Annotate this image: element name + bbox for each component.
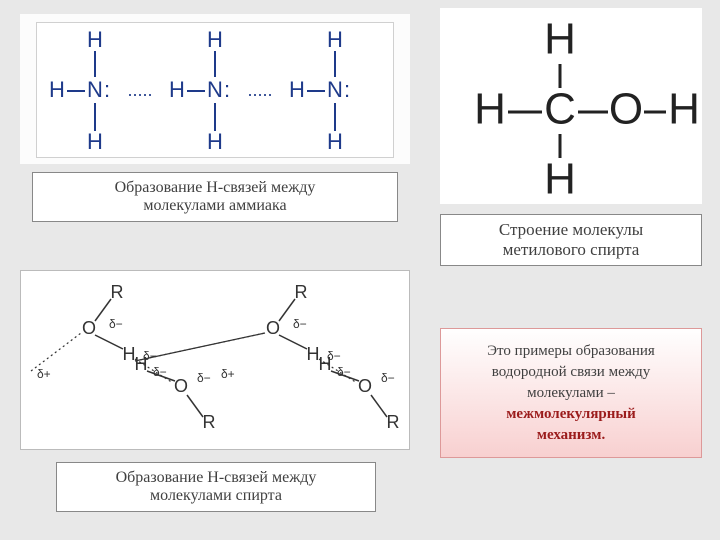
svg-text:δ−: δ− [293, 317, 307, 331]
alcohol-caption-line2: молекулами спирта [116, 487, 317, 505]
ammonia-caption: Образование Н-связей между молекулами ам… [32, 172, 398, 222]
methanol-caption-line1: Строение молекулы [499, 220, 643, 240]
svg-text:.....: ..... [247, 80, 272, 100]
svg-text:δ−: δ− [197, 371, 211, 385]
svg-text:N: N [87, 77, 103, 102]
svg-text::: : [104, 77, 110, 102]
svg-text:R: R [295, 282, 308, 302]
methanol-caption: Строение молекулы метилового спирта [440, 214, 702, 266]
svg-text:H: H [87, 129, 103, 154]
ammonia-inner: N:HHH.....N:HHH.....N:HHH [36, 22, 394, 158]
svg-text:H: H [207, 129, 223, 154]
alcohol-caption-line1: Образование Н-связей между [116, 469, 317, 487]
ammonia-panel: N:HHH.....N:HHH.....N:HHH [20, 14, 410, 164]
note-bold1: межмолекулярный [506, 406, 636, 422]
svg-text:δ−: δ− [337, 365, 351, 379]
svg-text:H: H [289, 77, 305, 102]
svg-text:H: H [474, 85, 506, 134]
note-line1: Это примеры образования [451, 341, 691, 362]
note-bold2: механизм. [537, 427, 605, 443]
note-line2: водородной связи между [451, 362, 691, 383]
svg-text:δ−: δ− [381, 371, 395, 385]
svg-text:O: O [174, 376, 188, 396]
svg-text:R: R [111, 282, 124, 302]
svg-text:H: H [668, 85, 700, 134]
ammonia-svg: N:HHH.....N:HHH.....N:HHH [37, 23, 395, 159]
svg-text:δ+: δ+ [37, 367, 51, 381]
ammonia-caption-line1: Образование Н-связей между [115, 179, 316, 197]
svg-text:H: H [87, 27, 103, 52]
svg-text:H: H [327, 129, 343, 154]
note-line3: молекулами – [451, 383, 691, 404]
methanol-panel: CHHHOH [440, 8, 702, 204]
svg-text:H: H [207, 27, 223, 52]
svg-text:δ+: δ+ [221, 367, 235, 381]
svg-text:R: R [387, 412, 400, 432]
svg-text:R: R [203, 412, 216, 432]
svg-text:H: H [544, 155, 576, 204]
svg-text:O: O [609, 85, 643, 134]
svg-text:N: N [207, 77, 223, 102]
svg-text:C: C [544, 85, 576, 134]
svg-text:δ−: δ− [143, 349, 157, 363]
svg-text:O: O [358, 376, 372, 396]
alcohol-caption: Образование Н-связей между молекулами сп… [56, 462, 376, 512]
svg-text:H: H [169, 77, 185, 102]
svg-text:O: O [266, 318, 280, 338]
note-line4: межмолекулярный [451, 404, 691, 425]
note-box: Это примеры образования водородной связи… [440, 328, 702, 458]
alcohol-svg: ORHORHORHORHδ−δ−δ−δ−δ+δ+δ−δ−δ−δ− [21, 271, 411, 451]
svg-text::: : [344, 77, 350, 102]
note-line5: механизм. [451, 425, 691, 446]
svg-text::: : [224, 77, 230, 102]
svg-text:δ−: δ− [327, 349, 341, 363]
svg-text:H: H [544, 15, 576, 64]
methanol-svg: CHHHOH [440, 8, 702, 204]
svg-text:O: O [82, 318, 96, 338]
alcohol-panel: ORHORHORHORHδ−δ−δ−δ−δ+δ+δ−δ−δ−δ− [20, 270, 410, 450]
svg-text:H: H [49, 77, 65, 102]
ammonia-caption-line2: молекулами аммиака [115, 197, 316, 215]
svg-text:N: N [327, 77, 343, 102]
methanol-caption-line2: метилового спирта [499, 240, 643, 260]
svg-text:δ−: δ− [109, 317, 123, 331]
svg-text:δ−: δ− [153, 365, 167, 379]
svg-text:.....: ..... [127, 80, 152, 100]
svg-text:H: H [327, 27, 343, 52]
